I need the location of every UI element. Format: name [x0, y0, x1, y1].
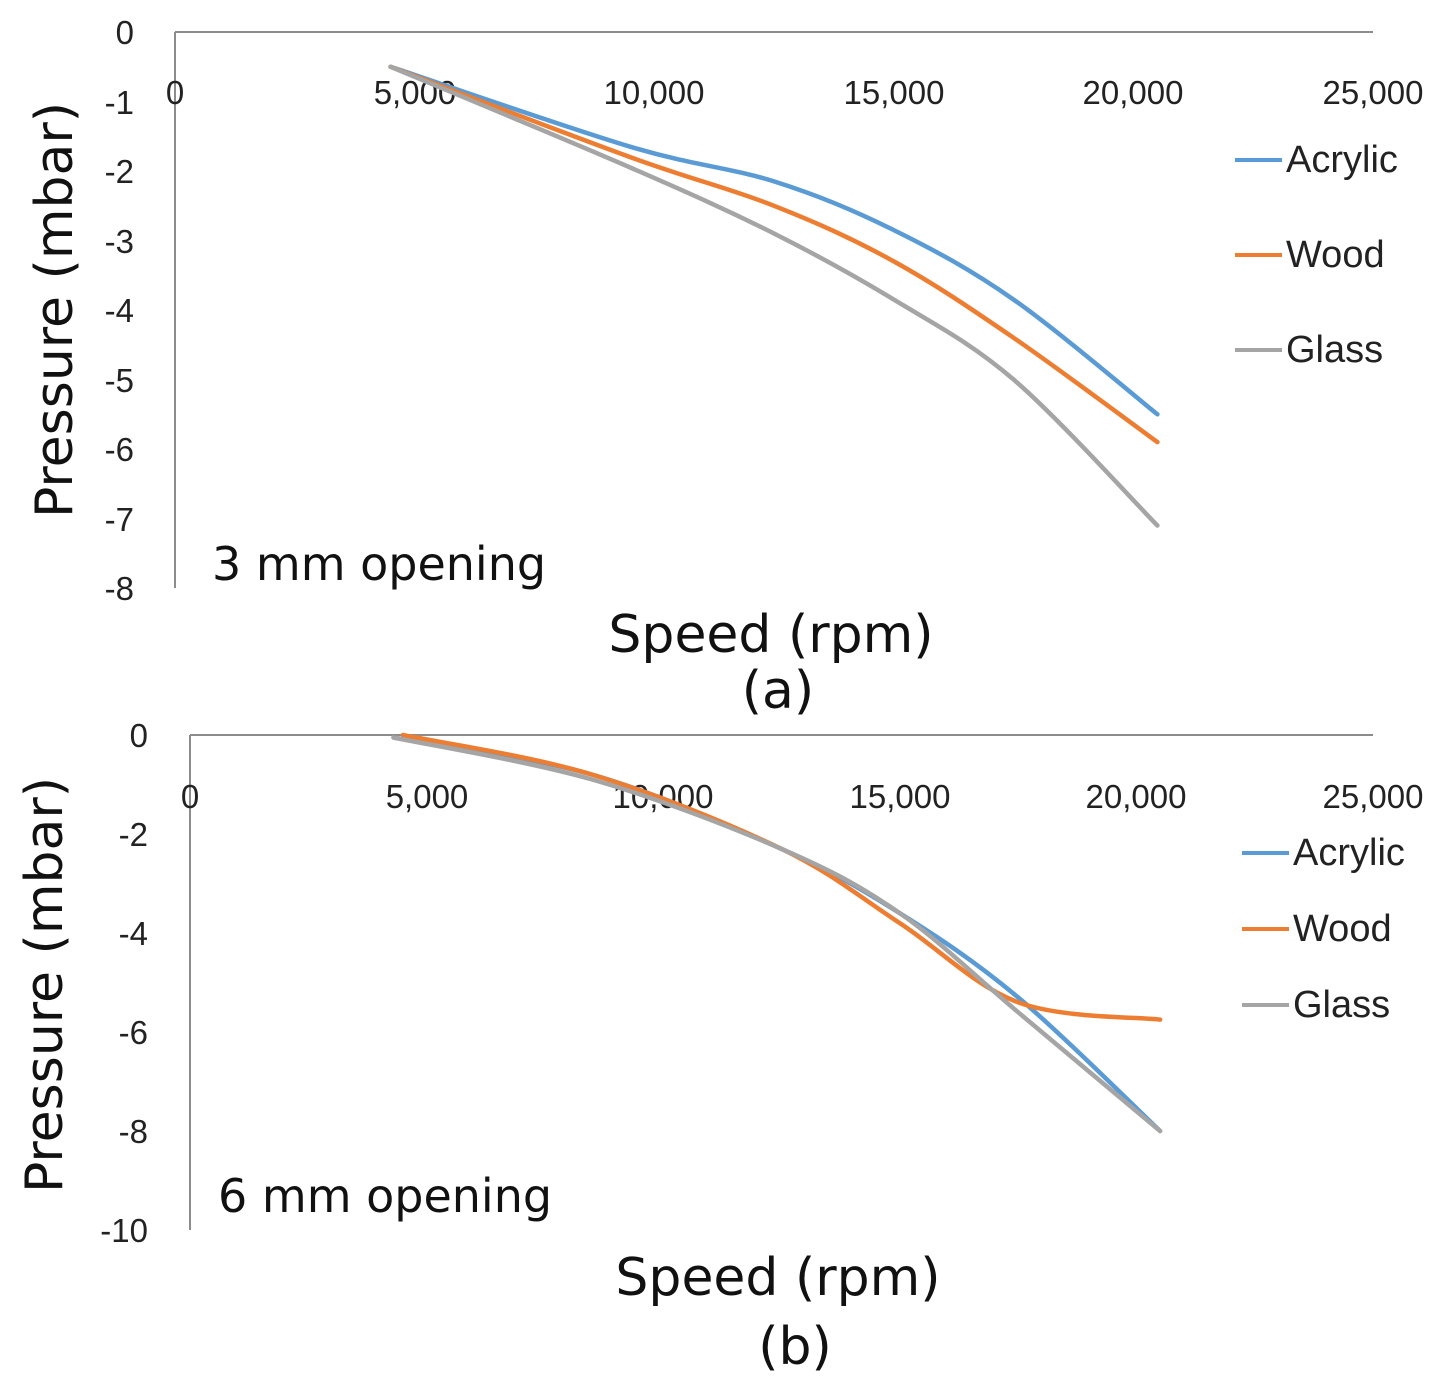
legend: Acrylic Wood Glass	[1235, 139, 1398, 371]
x-tick-label: 0	[181, 778, 199, 815]
chart-a: 0 5,000 10,000 15,000 20,000 25,000 0 -1…	[25, 14, 1423, 721]
x-tick-label: 25,000	[1323, 74, 1424, 111]
x-axis-title: Speed (rpm)	[615, 1248, 940, 1308]
y-tick-label: -6	[119, 1014, 148, 1051]
opening-annotation: 3 mm opening	[212, 537, 546, 591]
legend-label-acrylic: Acrylic	[1286, 139, 1398, 181]
x-tick-label: 10,000	[604, 74, 705, 111]
y-axis-title: Pressure (mbar)	[15, 777, 75, 1193]
x-tick-label: 15,000	[850, 778, 951, 815]
y-tick-labels: 0 -2 -4 -6 -8 -10	[100, 717, 148, 1249]
y-tick-label: -8	[105, 570, 134, 607]
y-tick-labels: 0 -1 -2 -3 -4 -5 -6 -7 -8	[105, 14, 134, 607]
y-tick-label: -4	[119, 915, 148, 952]
series-line-acrylic	[391, 735, 1163, 1134]
series-line-glass	[388, 64, 1160, 528]
y-tick-label: -6	[105, 431, 134, 468]
x-tick-label: 25,000	[1323, 778, 1424, 815]
legend-label-glass: Glass	[1293, 984, 1390, 1026]
x-tick-label: 0	[166, 74, 184, 111]
legend-label-acrylic: Acrylic	[1293, 832, 1405, 874]
legend-label-glass: Glass	[1286, 329, 1383, 371]
y-tick-label: -8	[119, 1113, 148, 1150]
x-tick-label: 15,000	[844, 74, 945, 111]
x-tick-labels: 0 5,000 10,000 15,000 20,000 25,000	[181, 778, 1424, 815]
series-line-glass	[391, 735, 1163, 1134]
y-tick-label: -1	[105, 84, 134, 121]
y-tick-label: -4	[105, 292, 134, 329]
y-tick-label: 0	[116, 14, 134, 51]
y-tick-label: 0	[130, 717, 148, 754]
x-tick-label: 5,000	[386, 778, 469, 815]
opening-annotation: 6 mm opening	[218, 1169, 552, 1223]
x-tick-label: 5,000	[374, 74, 457, 111]
series-layer	[391, 732, 1163, 1134]
legend: Acrylic Wood Glass	[1242, 832, 1405, 1026]
x-tick-labels: 0 5,000 10,000 15,000 20,000 25,000	[166, 74, 1424, 111]
x-tick-label: 20,000	[1083, 74, 1184, 111]
series-layer	[388, 64, 1160, 528]
plot-area	[189, 734, 1373, 1230]
series-line-acrylic	[388, 64, 1160, 417]
subfigure-caption: (a)	[742, 661, 814, 721]
series-line-wood	[400, 732, 1163, 1022]
subfigure-caption: (b)	[758, 1317, 832, 1377]
y-tick-label: -2	[105, 153, 134, 190]
x-axis-title: Speed (rpm)	[608, 605, 933, 665]
y-tick-label: -5	[105, 362, 134, 399]
plot-area	[174, 31, 1373, 588]
y-tick-label: -7	[105, 501, 134, 538]
legend-label-wood: Wood	[1286, 234, 1385, 276]
x-tick-label: 20,000	[1086, 778, 1187, 815]
legend-label-wood: Wood	[1293, 908, 1392, 950]
y-tick-label: -3	[105, 223, 134, 260]
chart-b: 0 5,000 10,000 15,000 20,000 25,000 0 -2…	[15, 717, 1423, 1377]
y-tick-label: -10	[100, 1212, 148, 1249]
y-tick-label: -2	[119, 816, 148, 853]
series-line-wood	[388, 64, 1160, 445]
y-axis-title: Pressure (mbar)	[25, 102, 85, 518]
